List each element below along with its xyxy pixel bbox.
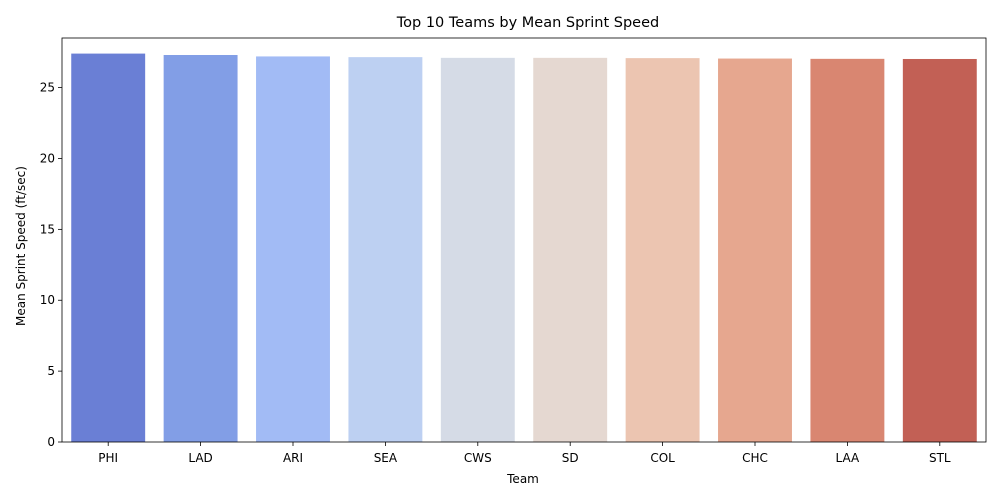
y-tick-label: 10 [40,293,55,307]
chart-title: Top 10 Teams by Mean Sprint Speed [396,15,659,31]
bar-ari [256,56,330,443]
x-tick-label: SD [562,451,579,465]
bar-phi [71,53,146,443]
y-axis: 0 5 10 15 20 25 [40,81,62,449]
y-tick-label: 0 [47,435,55,449]
y-tick-label: 5 [47,364,55,378]
y-tick-label: 20 [40,151,55,165]
y-tick-label: 15 [40,222,55,236]
x-tick-label: SEA [374,451,398,465]
bar-col [625,58,700,442]
bar-sd [533,57,608,442]
x-axis-label: Team [506,472,539,486]
x-tick-label: LAA [836,451,861,465]
x-tick-label: PHI [98,451,118,465]
bar-sea [348,57,423,442]
x-tick-label: COL [650,451,675,465]
bar-stl [902,58,977,442]
bar-lad [163,55,238,442]
plot-area [61,37,987,443]
bar-chc [718,58,792,443]
x-tick-label: CWS [464,451,492,465]
x-axis: PHI LAD ARI SEA CWS SD COL CHC LAA STL [98,442,951,465]
bar-cws [440,57,515,442]
x-tick-label: STL [929,451,951,465]
bar-laa [810,58,885,443]
plot-frame [61,37,987,443]
y-tick-label: 25 [40,81,55,95]
x-tick-label: ARI [283,451,303,465]
x-tick-label: LAD [188,451,212,465]
x-tick-label: CHC [742,451,768,465]
y-axis-label: Mean Sprint Speed (ft/sec) [14,166,28,326]
